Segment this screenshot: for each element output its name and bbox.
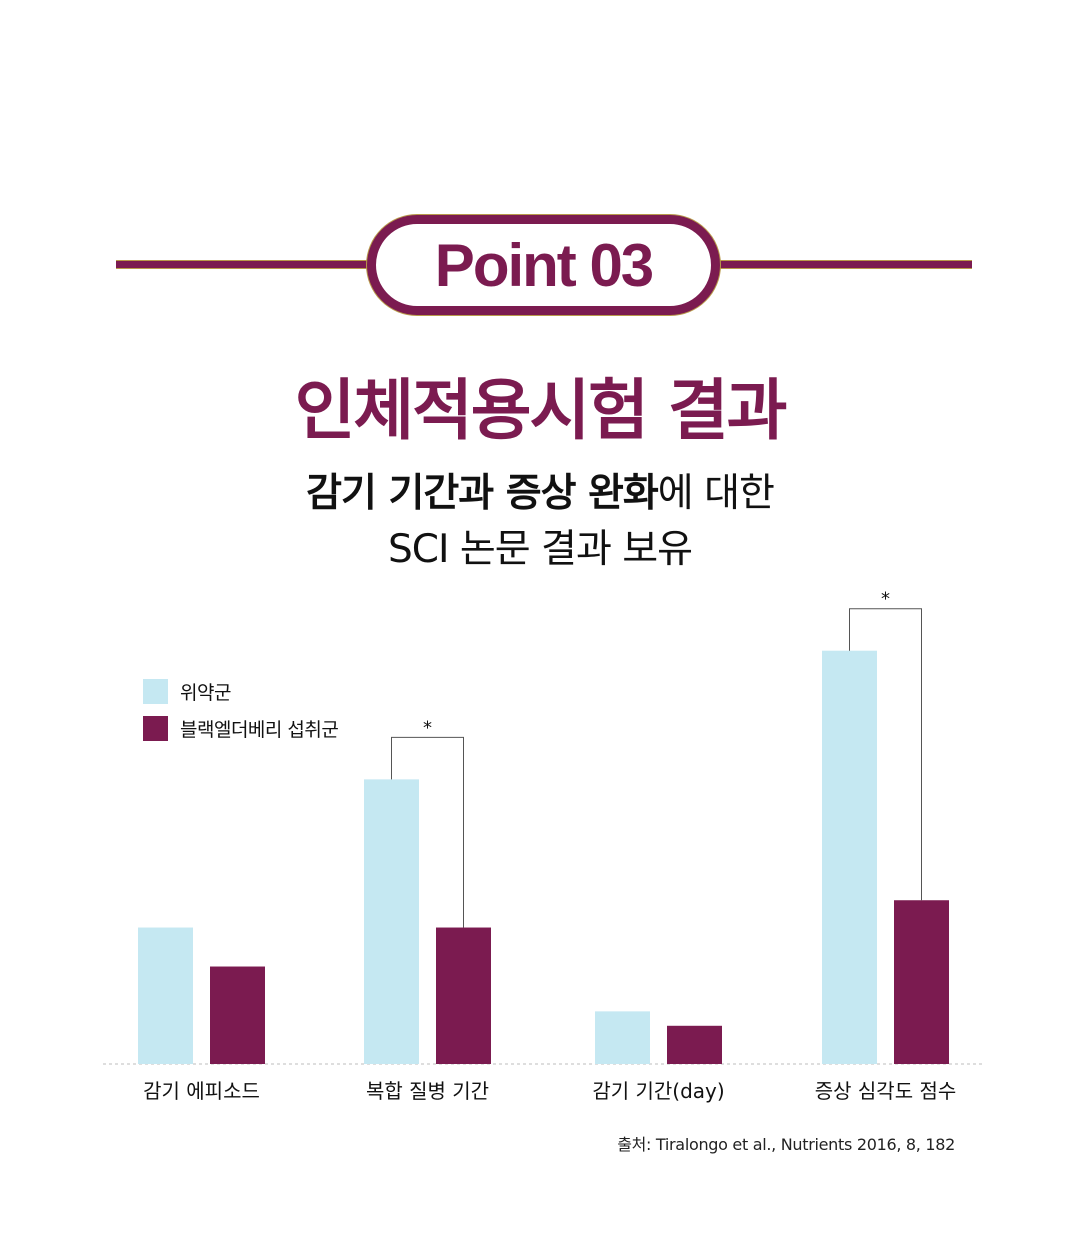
category-label-0: 감기 에피소드 [143, 1079, 260, 1103]
legend-label-elderberry: 블랙엘더베리 섭취군 [180, 719, 339, 741]
bar-placebo-2 [595, 1011, 650, 1064]
bar-elderberry-3 [894, 900, 949, 1064]
bar-elderberry-1 [436, 927, 491, 1064]
subtitle-regular: 에 대한 [657, 471, 775, 516]
page-title: 인체적용시험 결과 [294, 372, 788, 449]
subtitle-line-2: SCI 논문 결과 보유 [388, 527, 693, 572]
source-citation: 출처: Tiralongo et al., Nutrients 2016, 8,… [617, 1135, 955, 1154]
category-label-1: 복합 질병 기간 [366, 1079, 489, 1103]
bar-placebo-1 [364, 779, 419, 1064]
subtitle-bold: 감기 기간과 증상 완화 [306, 471, 659, 516]
bar-elderberry-0 [210, 966, 265, 1064]
badge-rule-right [718, 260, 972, 269]
significance-bracket-3 [849, 608, 922, 901]
category-label-2: 감기 기간(day) [592, 1079, 724, 1103]
chart-legend: 위약군 블랙엘더베리 섭취군 [143, 673, 339, 747]
subtitle: 감기 기간과 증상 완화에 대한 SCI 논문 결과 보유 [0, 466, 1080, 578]
subtitle-line-1: 감기 기간과 증상 완화에 대한 [0, 466, 1080, 522]
point-badge: Point 03 [367, 215, 720, 315]
significance-mark-3: * [881, 589, 890, 610]
legend-item-elderberry: 블랙엘더베리 섭취군 [143, 710, 339, 747]
legend-swatch-elderberry [143, 716, 168, 741]
bar-placebo-3 [822, 650, 877, 1064]
point-badge-label: Point 03 [434, 231, 654, 299]
legend-swatch-placebo [143, 679, 168, 704]
badge-rule-left [116, 260, 368, 269]
legend-item-placebo: 위약군 [143, 673, 338, 710]
legend-label-placebo: 위약군 [180, 682, 231, 704]
significance-mark-1: * [423, 717, 432, 738]
significance-bracket-1 [391, 736, 464, 928]
bar-elderberry-2 [667, 1025, 722, 1064]
category-label-3: 증상 심각도 점수 [815, 1079, 957, 1103]
bar-placebo-0 [138, 927, 193, 1064]
